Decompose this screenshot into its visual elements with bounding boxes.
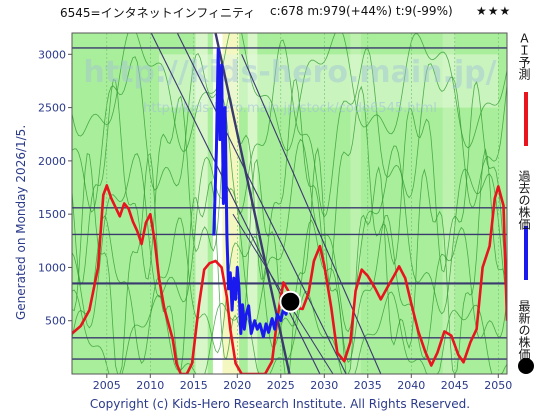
trend-lines bbox=[150, 33, 382, 374]
trend-line-1 bbox=[176, 33, 347, 374]
legend-past-label: 過去の株価 bbox=[517, 170, 531, 230]
green-band-3 bbox=[72, 78, 507, 286]
price-bands bbox=[72, 33, 507, 374]
x-tick-label-2020: 2020 bbox=[223, 379, 251, 392]
x-tick-label-2035: 2035 bbox=[354, 379, 382, 392]
watermark: http://kids-hero.main.jp/ http://kids-he… bbox=[83, 55, 496, 116]
x-tick-label-2030: 2030 bbox=[310, 379, 338, 392]
x-axis-ticks: 2005 2010 2015 2020 2025 2030 2035 2040 2045 2050 bbox=[93, 374, 512, 392]
past-price-line bbox=[212, 47, 291, 339]
generated-date: Generated on Monday 2026/1/5. bbox=[14, 124, 28, 320]
y-tick-label-2000: 2000 bbox=[38, 155, 66, 168]
copyright-footer: Copyright (c) Kids-Hero Research Institu… bbox=[89, 397, 471, 411]
legend-ai-label: ＡＩ予測 bbox=[517, 32, 531, 80]
watermark-url: http://kids-hero.main.jp/ bbox=[83, 55, 496, 90]
y-tick-label-500: 500 bbox=[45, 315, 66, 328]
y-tick-label-1000: 1000 bbox=[38, 261, 66, 274]
legend-latest-swatch bbox=[518, 358, 534, 374]
trend-line-3 bbox=[241, 54, 382, 374]
rating-stars: ★★★ bbox=[476, 4, 512, 18]
latest-price-marker bbox=[279, 290, 302, 313]
x-tick-label-2010: 2010 bbox=[136, 379, 164, 392]
plot-frame bbox=[71, 32, 508, 375]
x-tick-label-2015: 2015 bbox=[180, 379, 208, 392]
plot-stripe-1 bbox=[212, 33, 223, 374]
plot-stripe-0 bbox=[195, 33, 208, 374]
legend-marks bbox=[518, 92, 534, 374]
y-tick-label-1500: 1500 bbox=[38, 208, 66, 221]
trend-line-0 bbox=[150, 33, 321, 374]
y-axis-ticks: 500 1000 1500 2000 2500 3000 bbox=[38, 48, 72, 328]
plot-stripe-4 bbox=[350, 33, 361, 374]
x-tick-label-2050: 2050 bbox=[484, 379, 512, 392]
y-tick-label-3000: 3000 bbox=[38, 48, 66, 61]
y-tick-label-2500: 2500 bbox=[38, 102, 66, 115]
plot-stripe-5 bbox=[442, 33, 455, 374]
green-band-5 bbox=[72, 33, 507, 152]
watermark-url-sub: http://kids-hero.main.jp/stock/code6545.… bbox=[143, 101, 437, 116]
stock-title: 6545=インタネットインフィニティ bbox=[60, 6, 256, 20]
green-band-4 bbox=[72, 39, 507, 218]
x-tick-label-2045: 2045 bbox=[441, 379, 469, 392]
legend-latest-label: 最新の株価 bbox=[517, 300, 531, 360]
x-tick-label-2025: 2025 bbox=[267, 379, 295, 392]
x-tick-label-2040: 2040 bbox=[397, 379, 425, 392]
green-band-0 bbox=[72, 289, 507, 374]
green-band-1 bbox=[72, 214, 507, 364]
stock-stats: c:678 m:979(+44%) t:9(-99%) bbox=[270, 4, 453, 18]
latest-price-dot bbox=[279, 290, 302, 313]
highlight-band bbox=[159, 54, 499, 108]
x-tick-label-2005: 2005 bbox=[93, 379, 121, 392]
